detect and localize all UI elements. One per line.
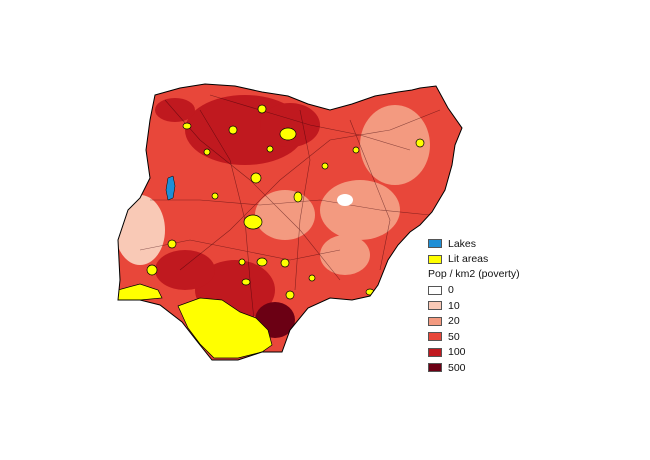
lit-area-ibadan <box>146 264 158 276</box>
legend-swatch-class <box>428 363 442 373</box>
lit-area-benin <box>241 278 251 286</box>
country-border <box>117 83 463 361</box>
lit-area-enugu <box>256 257 268 267</box>
lake-kainji <box>165 175 176 201</box>
legend-row-lakes: Lakes <box>428 236 520 252</box>
lit-area-sokoto <box>182 122 192 130</box>
lit-area-kebbi <box>266 145 274 153</box>
legend-row-class: 100 <box>428 345 520 361</box>
lit-area-kaduna <box>250 172 262 184</box>
legend-row-class: 50 <box>428 329 520 345</box>
lit-area-bauchi <box>321 162 329 170</box>
lit-area-gusau <box>203 148 211 156</box>
legend-swatch-class <box>428 347 442 357</box>
legend-row-class: 500 <box>428 360 520 376</box>
lit-area-kano <box>279 127 297 141</box>
legend-row-class: 10 <box>428 298 520 314</box>
legend-row-class: 20 <box>428 314 520 330</box>
legend-swatch-class <box>428 285 442 295</box>
legend-swatch-class <box>428 332 442 342</box>
lit-area-southwest-coast <box>118 283 163 301</box>
legend-label-class: 50 <box>448 330 460 343</box>
legend-swatch-lakes <box>428 239 442 249</box>
legend-label-lakes: Lakes <box>448 237 477 250</box>
legend-row-class: 0 <box>428 283 520 299</box>
legend-label-class: 10 <box>448 299 460 312</box>
lit-area-maiduguri <box>415 138 425 148</box>
density-zone-northwest <box>155 98 195 122</box>
lit-area-jos <box>293 191 303 203</box>
density-zone-west <box>118 195 165 265</box>
lit-area-katsina <box>257 104 267 114</box>
lit-area-zaria <box>228 125 238 135</box>
lit-area-minna <box>211 192 219 200</box>
lit-area-lagos <box>177 297 273 359</box>
density-zone-southeast <box>320 235 370 275</box>
map-legend: Lakes Lit areas Pop / km2 (poverty) 0 10… <box>428 236 520 376</box>
legend-label-class: 0 <box>448 284 454 297</box>
lit-area-lokoja <box>238 258 246 266</box>
lit-area-abuja <box>243 214 263 230</box>
legend-label-lit: Lit areas <box>448 253 489 266</box>
legend-label-class: 500 <box>448 361 466 374</box>
lit-area-aba <box>308 274 316 282</box>
density-zone-northeast <box>360 105 430 185</box>
legend-label-class: 100 <box>448 346 466 359</box>
lit-area-ilorin <box>167 239 177 249</box>
legend-row-lit: Lit areas <box>428 252 520 268</box>
density-zone-ibadan <box>155 250 215 290</box>
legend-label-class: 20 <box>448 315 460 328</box>
legend-swatch-class <box>428 301 442 311</box>
legend-swatch-class <box>428 316 442 326</box>
lit-area-gombe <box>352 146 360 154</box>
legend-swatch-lit <box>428 254 442 264</box>
lit-area-makurdi <box>280 258 290 268</box>
lit-areas <box>118 104 425 359</box>
lit-area-portharcourt <box>285 290 295 300</box>
no-data-area <box>337 194 353 206</box>
legend-density-title: Pop / km2 (poverty) <box>428 268 520 280</box>
